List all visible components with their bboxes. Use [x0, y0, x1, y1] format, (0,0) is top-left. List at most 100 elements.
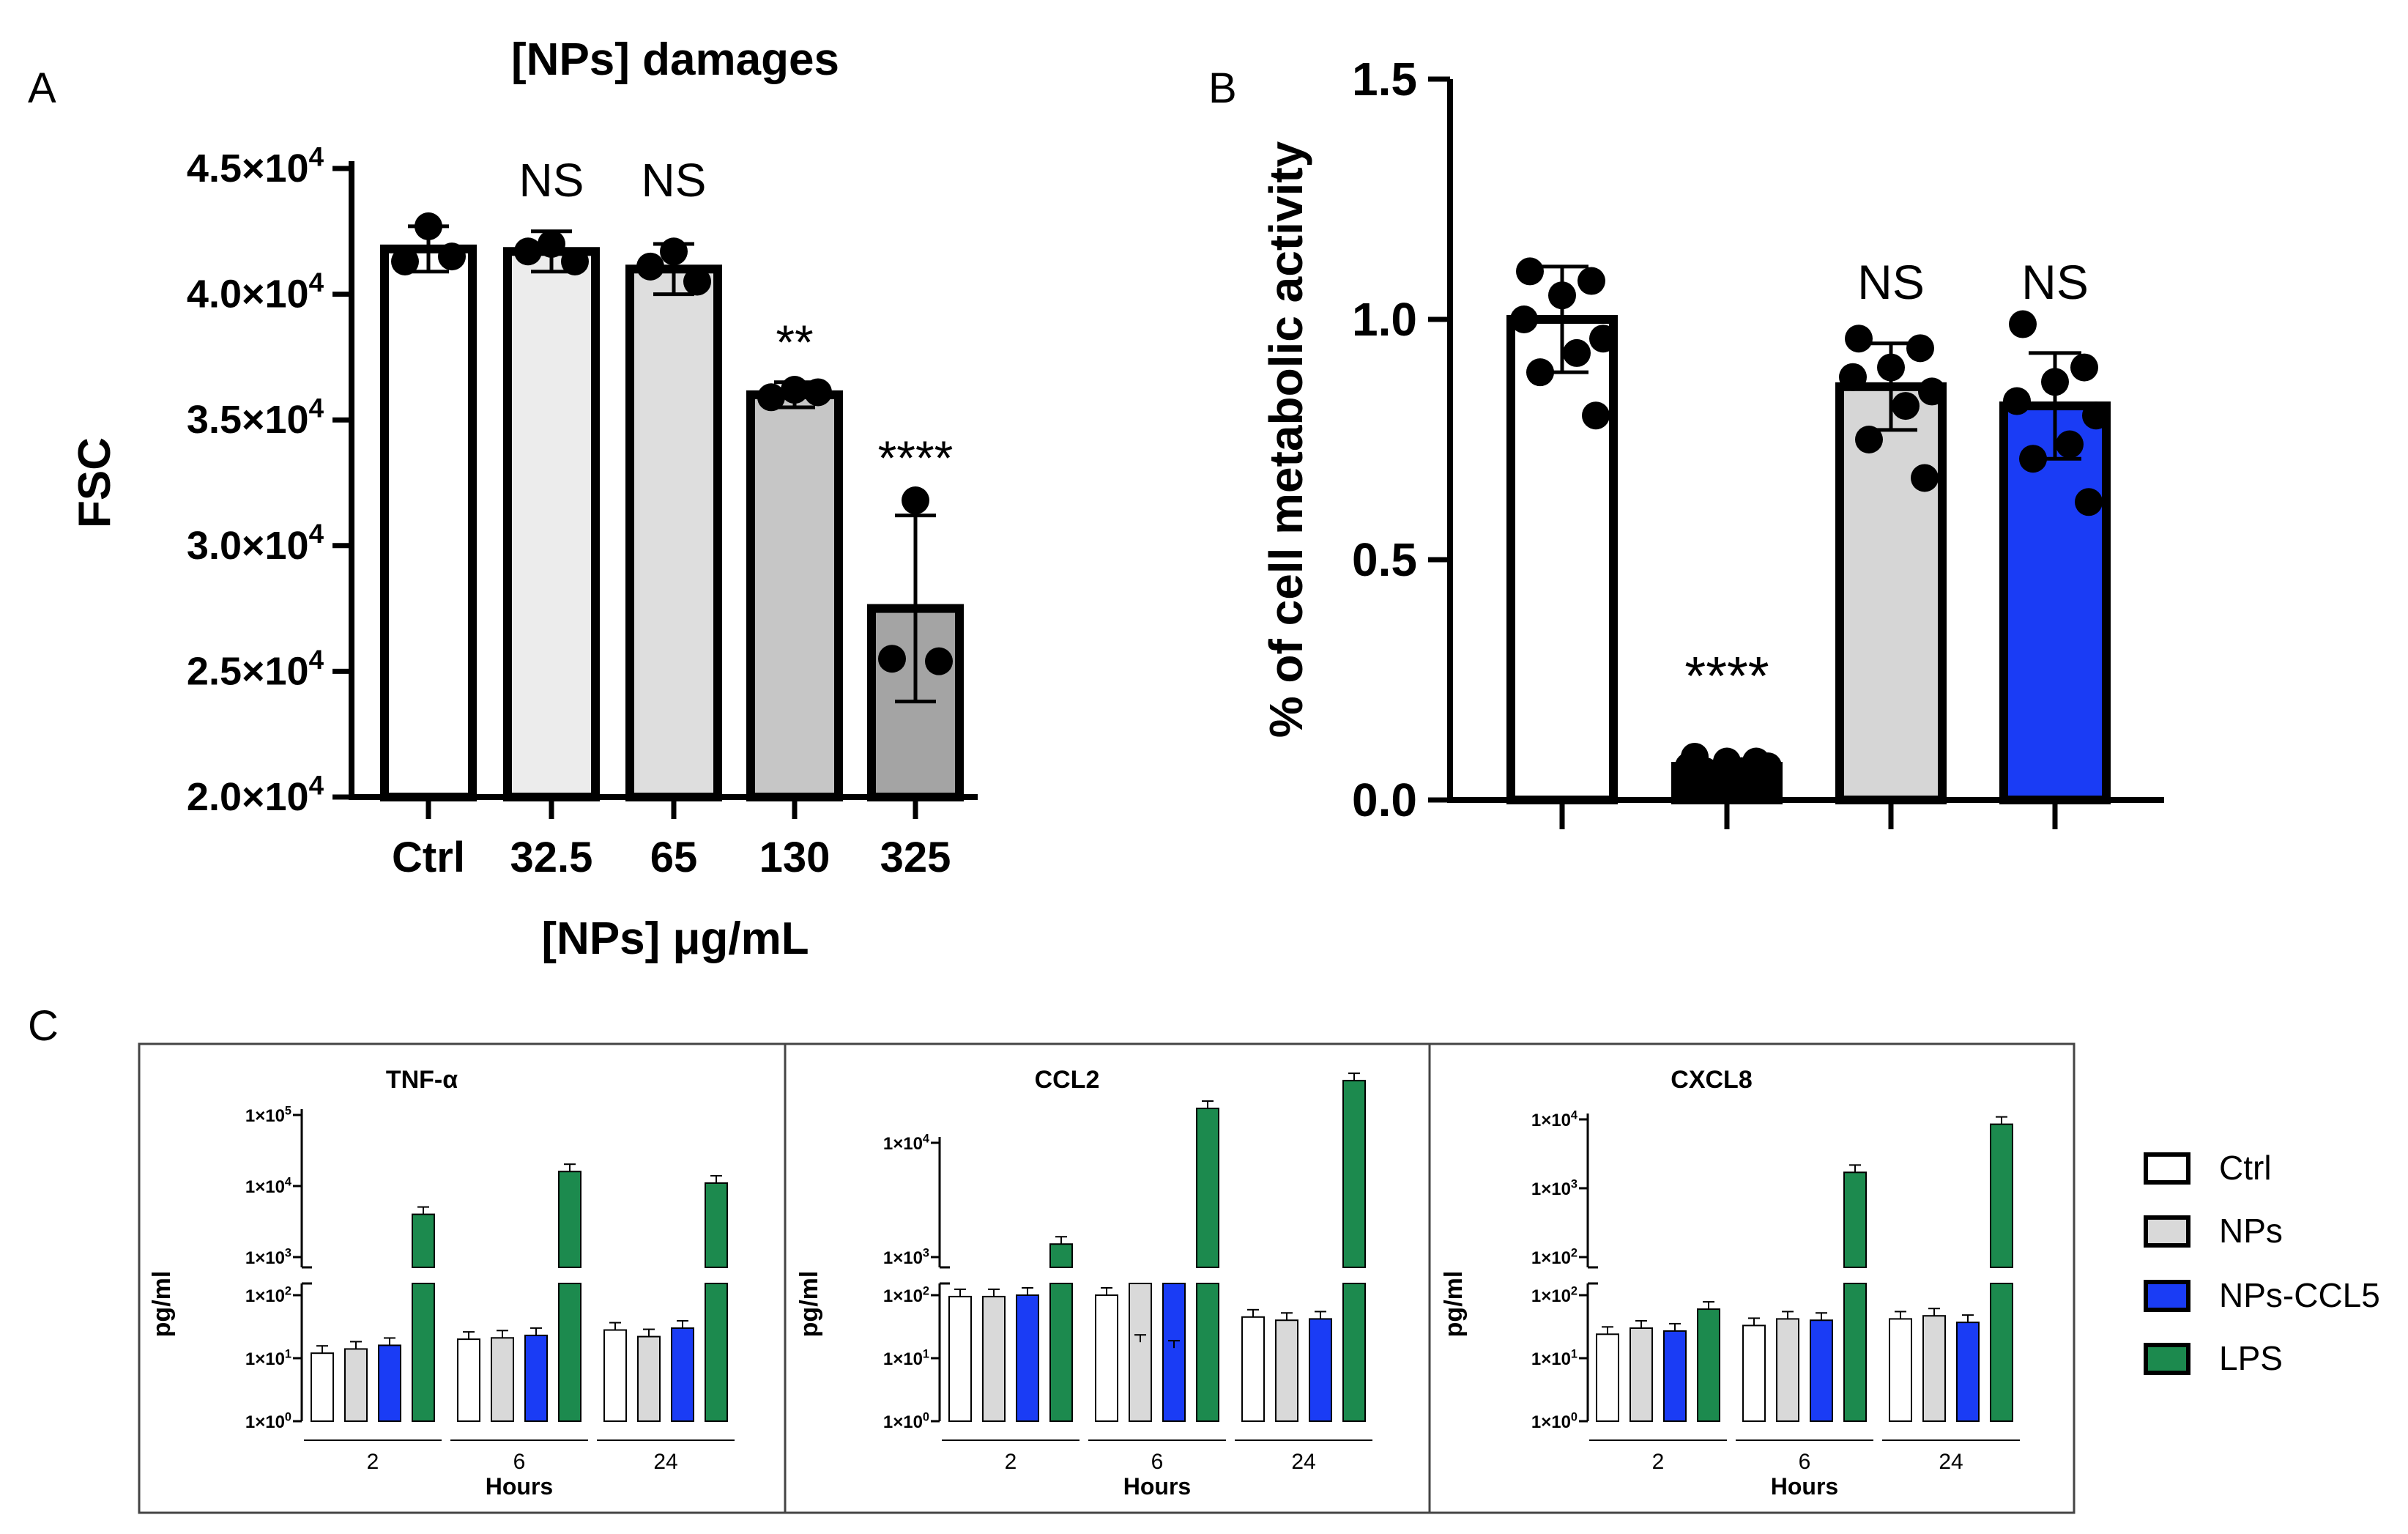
panel-c-bar [1990, 1283, 2013, 1422]
panel-a-bar [625, 264, 722, 801]
panel-c-bar [412, 1213, 435, 1269]
panel-c-ytick-label-exponent: 1 [1571, 1347, 1578, 1360]
panel-c-ytick-label-exponent: 1 [923, 1347, 929, 1360]
panel-c-ytick-label-exponent: 4 [285, 1175, 291, 1188]
panel-c-ytick-label-mantissa: 1×10 [1531, 1412, 1571, 1432]
panel-c-ytick-label-mantissa: 1×10 [245, 1412, 285, 1432]
panel-c-bar [1810, 1319, 1833, 1423]
panel-c-ytick-label-exponent: 0 [1571, 1410, 1578, 1423]
panel-a-point [538, 229, 565, 258]
panel-b-point [2019, 445, 2047, 473]
panel-a-xtick-label: Ctrl [392, 834, 465, 881]
panel-c-subplot-frame [784, 1042, 1431, 1514]
panel-c-ytick-label-exponent: 2 [923, 1284, 929, 1297]
panel-c-group-label: 24 [1939, 1450, 1963, 1474]
panel-a-xtick-label: 65 [650, 834, 698, 881]
panel-b-point [1548, 281, 1576, 310]
panel-c-bar [412, 1283, 435, 1422]
panel-a-ytick-label-exponent: 4 [309, 141, 324, 171]
panel-c-bar [1196, 1108, 1219, 1268]
panel-c-ytick-label-exponent: 1 [285, 1347, 291, 1360]
panel-c-ylabel: pg/ml [795, 1271, 823, 1338]
panel-c-bar [1196, 1283, 1219, 1422]
panel-b-bar [1506, 315, 1618, 804]
panel-c-legend-label: NPs [2219, 1212, 2283, 1250]
panel-a-ytick-label-exponent: 4 [309, 267, 324, 297]
panel-c-legend-label: Ctrl [2219, 1149, 2272, 1187]
panel-c-bar [491, 1337, 514, 1423]
panel-c-ytick-label-mantissa: 1×10 [245, 1286, 285, 1306]
panel-c-bar [1016, 1294, 1039, 1422]
panel-b-point [2056, 430, 2084, 459]
panel-c-bar [1309, 1318, 1332, 1422]
panel-c-bar [603, 1329, 627, 1423]
panel-c-subplot-title: TNF-α [386, 1066, 458, 1094]
panel-c-subplot-frame [138, 1042, 787, 1514]
panel-c-xlabel: Hours [1771, 1473, 1838, 1500]
panel-c-ytick-label-mantissa: 1×10 [1531, 1248, 1571, 1268]
panel-c-ytick-label-exponent: 2 [1571, 1284, 1578, 1297]
panel-c-ytick-label: 1×102 [1531, 1246, 1578, 1268]
panel-c-bar [705, 1182, 728, 1268]
panel-a-title: [NPs] damages [511, 34, 839, 85]
panel-b-point [1906, 334, 1934, 363]
panel-b-point [1747, 757, 1775, 785]
panel-c-bar [558, 1283, 581, 1422]
panel-c-bar [311, 1352, 334, 1423]
panel-a-xtick-label: 32.5 [510, 834, 593, 881]
panel-c-legend-swatch [2144, 1152, 2190, 1185]
panel-letter-a: A [28, 64, 56, 112]
panel-a-bar [503, 247, 600, 802]
panel-b-point [1845, 325, 1873, 353]
panel-b-point [1510, 305, 1538, 333]
panel-c-ytick-label-exponent: 0 [285, 1410, 291, 1423]
panel-c-bar [1049, 1283, 1073, 1422]
panel-b-chart: % of cell metabolic activity 0.0 0.5 1.0 1.5… [1260, 53, 2164, 829]
panel-c-bar [1843, 1171, 1867, 1268]
panel-b-point [1839, 363, 1867, 391]
panel-b-ytick-label: 0.5 [1352, 533, 1417, 586]
panel-b-point [2041, 368, 2069, 396]
panel-c-bar [344, 1348, 368, 1422]
panel-c-group-label: 6 [1151, 1450, 1164, 1474]
panel-b-significance: NS [2021, 255, 2089, 309]
panel-c-bar [1742, 1324, 1766, 1423]
panel-c-ytick-label-mantissa: 1×10 [1531, 1111, 1571, 1130]
panel-a-point [438, 242, 466, 271]
panel-c-ytick-label-exponent: 3 [1571, 1177, 1578, 1190]
panel-b-point [1526, 358, 1554, 387]
panel-a-ytick-label: 3.5×104 [187, 393, 324, 442]
panel-b-ytick-label: 0.0 [1352, 774, 1417, 826]
panel-a-point [636, 252, 664, 281]
panel-c-xlabel: Hours [1123, 1473, 1191, 1500]
panel-c-ytick-label: 1×102 [1531, 1284, 1578, 1306]
panel-b-ytick-label: 1.0 [1352, 293, 1417, 346]
panel-a-point [415, 212, 442, 240]
panel-c-ytick-label-exponent: 2 [285, 1284, 291, 1297]
panel-c-ytick-label: 1×101 [883, 1347, 929, 1369]
panel-c-ytick-label: 1×100 [1531, 1410, 1578, 1432]
panel-b-point [1918, 377, 1946, 406]
panel-c-ylabel: pg/ml [148, 1271, 176, 1338]
panel-c-ytick-label-exponent: 5 [285, 1104, 291, 1117]
panel-c-ytick-label-exponent: 3 [923, 1246, 929, 1259]
panel-c-ytick-label-mantissa: 1×10 [245, 1349, 285, 1369]
panel-c-bar [671, 1327, 694, 1422]
panel-c-ytick-label-mantissa: 1×10 [245, 1106, 285, 1126]
panel-c-bar [1630, 1327, 1653, 1422]
panel-a-ytick-label: 2.5×104 [187, 645, 324, 694]
panel-b-ytick-label: 1.5 [1352, 53, 1417, 105]
panel-c-ytick-label-mantissa: 1×10 [883, 1412, 923, 1432]
panel-c-ytick-label-mantissa: 1×10 [1531, 1349, 1571, 1369]
panel-a-ytick-label-exponent: 4 [309, 519, 324, 549]
panel-c-ytick-label: 1×103 [245, 1246, 291, 1268]
panel-a-ytick-label: 4.0×104 [187, 267, 324, 316]
panel-a-point [925, 647, 953, 675]
panel-a-ytick-label-mantissa: 4.0×10 [187, 273, 309, 316]
panel-b-point [1911, 464, 1939, 492]
panel-c-bar [1843, 1283, 1867, 1422]
panel-b-point [1892, 392, 1920, 420]
panel-b-point [1516, 257, 1544, 286]
panel-b-point [1578, 267, 1605, 295]
